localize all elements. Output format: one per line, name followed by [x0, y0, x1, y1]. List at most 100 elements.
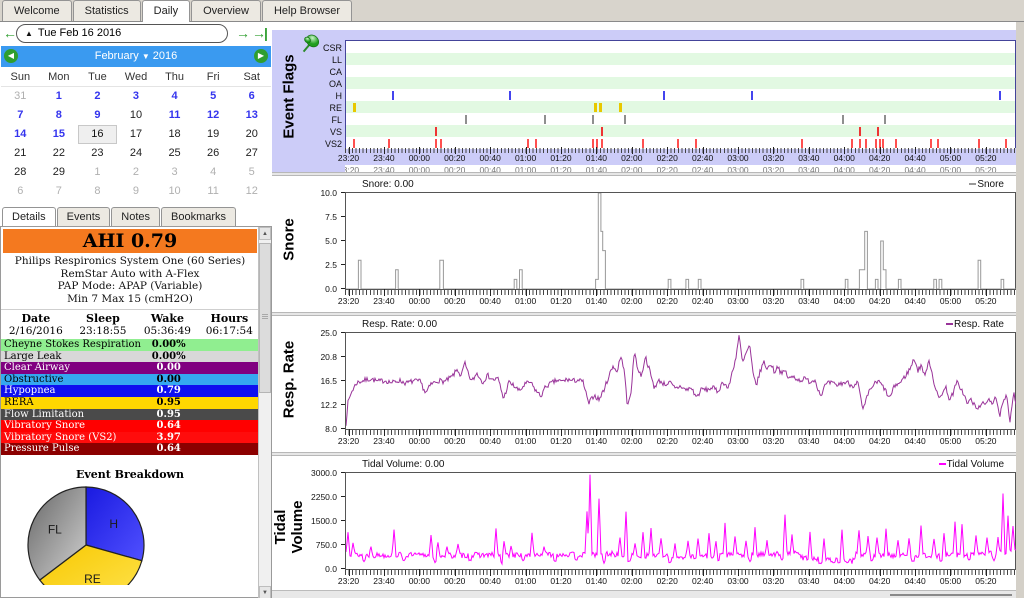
snore-panel[interactable]: Snore Snore: 0.00 Snore 23:2023:4000:000… — [272, 176, 1016, 312]
calendar-day[interactable]: 8 — [78, 182, 117, 201]
calendar-day[interactable]: 5 — [194, 87, 233, 106]
event-flag-tick — [435, 127, 437, 136]
latest-day-arrow-icon[interactable]: →| — [252, 25, 266, 41]
prev-day-arrow-icon[interactable]: ← — [3, 25, 17, 41]
calendar-day[interactable]: 5 — [232, 163, 271, 182]
calendar-day[interactable]: 8 — [40, 106, 79, 125]
calendar-day[interactable]: 3 — [155, 163, 194, 182]
calendar-day[interactable]: 29 — [40, 163, 79, 182]
calendar-day[interactable]: 17 — [117, 125, 156, 144]
event-flag-tick — [884, 115, 886, 124]
calendar-day[interactable]: 2 — [117, 163, 156, 182]
calendar-day[interactable]: 23 — [78, 144, 117, 163]
calendar-day[interactable]: 28 — [1, 163, 40, 182]
calendar-day[interactable]: 27 — [232, 144, 271, 163]
event-row-label: Clear Airway — [4, 362, 70, 374]
calendar-day[interactable]: 10 — [155, 182, 194, 201]
tab-bookmarks[interactable]: Bookmarks — [161, 207, 236, 226]
y-tick-label: 16.5 — [277, 376, 337, 386]
calendar-month-label[interactable]: February ▼ 2016 — [95, 50, 178, 62]
calendar-next-month-icon[interactable]: ▶ — [254, 49, 268, 63]
calendar-day[interactable]: 4 — [194, 163, 233, 182]
calendar-day[interactable]: 18 — [155, 125, 194, 144]
tab-notes[interactable]: Notes — [111, 207, 160, 226]
calendar-day[interactable]: 26 — [194, 144, 233, 163]
resp-rate-plot[interactable] — [345, 332, 1016, 430]
y-tick-mark — [341, 240, 345, 241]
calendar-day[interactable]: 2 — [78, 87, 117, 106]
details-scrollbar[interactable]: ▲ ▼ — [258, 227, 271, 598]
calendar-day[interactable]: 24 — [117, 144, 156, 163]
calendar-day[interactable]: 16 — [78, 125, 117, 144]
event-row-value: 0.00 — [143, 362, 195, 374]
event-row-label-re: RE — [274, 103, 342, 113]
time-label: 03:00 — [718, 576, 758, 586]
calendar-prev-month-icon[interactable]: ◀ — [4, 49, 18, 63]
calendar-day[interactable]: 19 — [194, 125, 233, 144]
time-label: 03:40 — [789, 576, 829, 586]
calendar-day[interactable]: 13 — [232, 106, 271, 125]
scrollbar-thumb[interactable] — [259, 243, 271, 393]
calendar-day[interactable]: 14 — [1, 125, 40, 144]
tab-daily[interactable]: Daily — [142, 0, 190, 22]
event-flags-panel[interactable]: Event Flags CSRLLCAOAHREFLVSVS2 23:2023:… — [272, 30, 1016, 172]
calendar-day[interactable]: 21 — [1, 144, 40, 163]
date-selector[interactable]: ▲Tue Feb 16 2016 — [16, 24, 228, 43]
calendar-day[interactable]: 7 — [40, 182, 79, 201]
next-day-arrow-icon[interactable]: → — [236, 25, 250, 41]
calendar-day[interactable]: 22 — [40, 144, 79, 163]
tab-help-browser[interactable]: Help Browser — [262, 0, 352, 21]
event-flag-tick — [877, 127, 879, 136]
event-flags-plot[interactable] — [345, 40, 1016, 148]
scroll-down-icon[interactable]: ▼ — [259, 586, 271, 598]
pie-chart-title: Event Breakdown — [1, 468, 259, 481]
calendar-day[interactable]: 20 — [232, 125, 271, 144]
y-tick-label: 20.8 — [277, 352, 337, 362]
calendar-day[interactable]: 10 — [117, 106, 156, 125]
resp-rate-panel[interactable]: Resp. Rate Resp. Rate: 0.00 Resp. Rate 2… — [272, 316, 1016, 452]
calendar-day[interactable]: 9 — [117, 182, 156, 201]
calendar-day[interactable]: 15 — [40, 125, 79, 144]
calendar-year-label[interactable]: 2016 — [153, 50, 177, 62]
calendar-day[interactable]: 9 — [78, 106, 117, 125]
calendar-day[interactable]: 7 — [1, 106, 40, 125]
calendar-day[interactable]: 4 — [155, 87, 194, 106]
calendar-day[interactable]: 12 — [232, 182, 271, 201]
time-label: 02:20 — [647, 296, 687, 306]
event-row-stripe — [346, 125, 1015, 137]
calendar-day[interactable]: 12 — [194, 106, 233, 125]
bottom-splitter[interactable] — [272, 590, 1016, 598]
machine-info-line: Min 7 Max 15 (cmH2O) — [1, 293, 259, 306]
x-major-tick — [455, 569, 456, 576]
x-major-tick — [596, 569, 597, 576]
event-flag-tick — [353, 103, 356, 112]
tab-statistics[interactable]: Statistics — [73, 0, 141, 21]
time-label: 05:20 — [966, 576, 1006, 586]
tidal-volume-plot[interactable] — [345, 472, 1016, 570]
splitter-handle[interactable] — [890, 594, 1012, 596]
event-flag-tick — [859, 139, 861, 148]
tab-events[interactable]: Events — [57, 207, 111, 226]
calendar-day[interactable]: 11 — [194, 182, 233, 201]
time-label: 01:20 — [541, 153, 581, 163]
calendar-day[interactable]: 6 — [1, 182, 40, 201]
calendar-day[interactable]: 6 — [232, 87, 271, 106]
month-dropdown-icon[interactable]: ▼ — [142, 52, 150, 61]
tab-welcome[interactable]: Welcome — [2, 0, 72, 21]
event-breakdown-pie: HREFL — [1, 481, 259, 585]
calendar-day[interactable]: 25 — [155, 144, 194, 163]
calendar-day[interactable]: 1 — [40, 87, 79, 106]
calendar-day[interactable]: 11 — [155, 106, 194, 125]
details-panel: AHI 0.79 Philips Respironics System One … — [0, 226, 272, 598]
snore-plot[interactable] — [345, 192, 1016, 290]
tab-details[interactable]: Details — [2, 207, 56, 226]
tab-overview[interactable]: Overview — [191, 0, 261, 21]
calendar-day[interactable]: 31 — [1, 87, 40, 106]
tidal-volume-panel[interactable]: Tidal Volume Tidal Volume: 0.00 Tidal Vo… — [272, 456, 1016, 590]
event-row-label-vs: VS — [274, 127, 342, 137]
snore-chart-title: Snore: 0.00 — [362, 179, 414, 190]
calendar-day[interactable]: 3 — [117, 87, 156, 106]
calendar-day[interactable]: 1 — [78, 163, 117, 182]
time-label: 05:00 — [930, 576, 970, 586]
scroll-up-icon[interactable]: ▲ — [259, 227, 271, 240]
